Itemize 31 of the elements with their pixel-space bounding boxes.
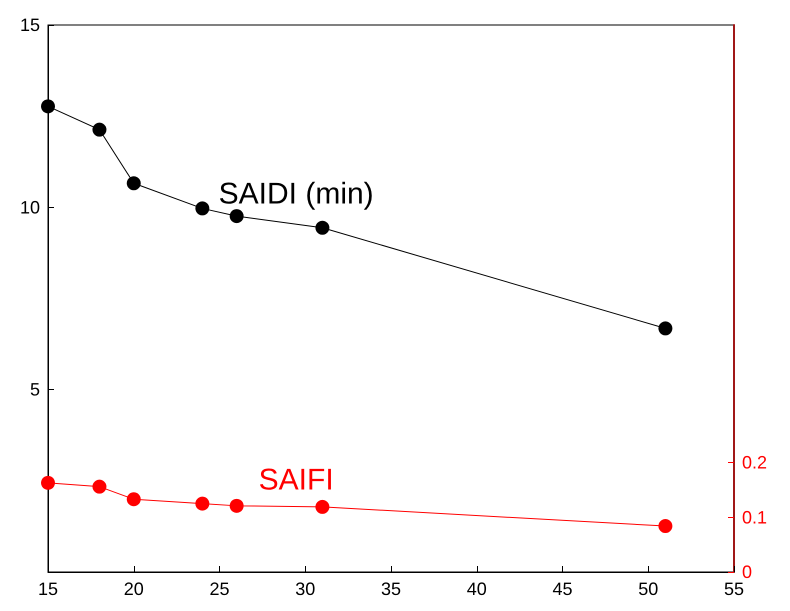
y-tick-label: 5 (30, 380, 40, 400)
y2-tick-label: 0 (742, 562, 752, 582)
y2-tick-label: 0.1 (742, 507, 768, 528)
point (92, 122, 106, 137)
point (230, 209, 244, 224)
point (41, 99, 55, 114)
x-tick-label: 50 (638, 579, 658, 599)
point (41, 476, 55, 490)
point (315, 220, 330, 235)
x-tick-label: 35 (380, 579, 402, 599)
point (315, 500, 330, 514)
point (230, 498, 244, 513)
point (195, 496, 210, 511)
point (126, 176, 141, 190)
x-tick-label: 15 (38, 579, 58, 599)
y-tick-label: 15 (20, 15, 40, 35)
x-tick-label: 30 (295, 579, 316, 599)
point (92, 480, 106, 494)
y-tick-label: 10 (20, 197, 40, 218)
point (658, 321, 672, 336)
x-tick-label: 55 (724, 579, 744, 599)
x-tick-label: 25 (209, 579, 230, 599)
point (658, 519, 672, 534)
point (195, 201, 210, 216)
point (126, 492, 141, 506)
x-tick-label: 20 (124, 579, 144, 599)
x-tick-label: 45 (552, 579, 573, 599)
series-label: SAIFI (258, 463, 334, 496)
y2-tick-label: 0.2 (742, 452, 768, 473)
x-tick-label: 40 (466, 579, 487, 599)
series-label: SAIDI (min) (218, 178, 374, 211)
